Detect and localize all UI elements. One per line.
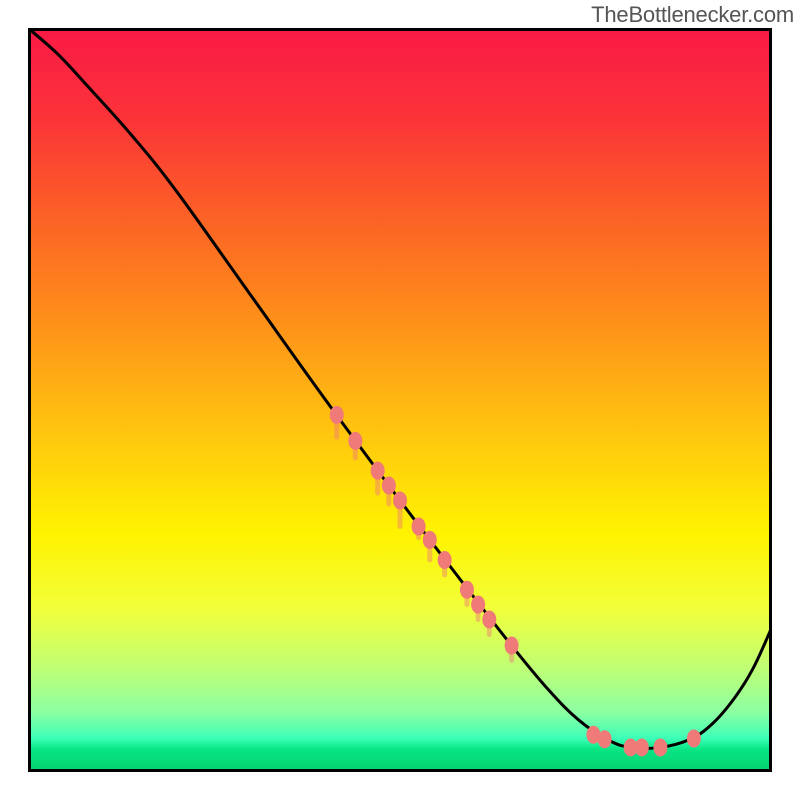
data-marker	[471, 596, 485, 614]
data-marker	[382, 477, 396, 495]
plot-area	[28, 28, 772, 772]
data-marker	[438, 551, 452, 569]
watermark-text: TheBottlenecker.com	[591, 2, 794, 28]
gradient-background	[28, 28, 772, 772]
data-marker	[687, 730, 701, 748]
data-marker	[371, 462, 385, 480]
data-marker	[653, 738, 667, 756]
data-marker	[460, 581, 474, 599]
bottleneck-curve-chart	[28, 28, 772, 772]
data-marker	[393, 491, 407, 509]
data-marker	[635, 738, 649, 756]
data-marker	[412, 517, 426, 535]
data-marker	[423, 531, 437, 549]
data-marker	[482, 610, 496, 628]
data-marker	[330, 406, 344, 424]
data-marker	[348, 432, 362, 450]
chart-frame: TheBottlenecker.com	[0, 0, 800, 800]
data-marker	[505, 637, 519, 655]
data-marker	[598, 730, 612, 748]
